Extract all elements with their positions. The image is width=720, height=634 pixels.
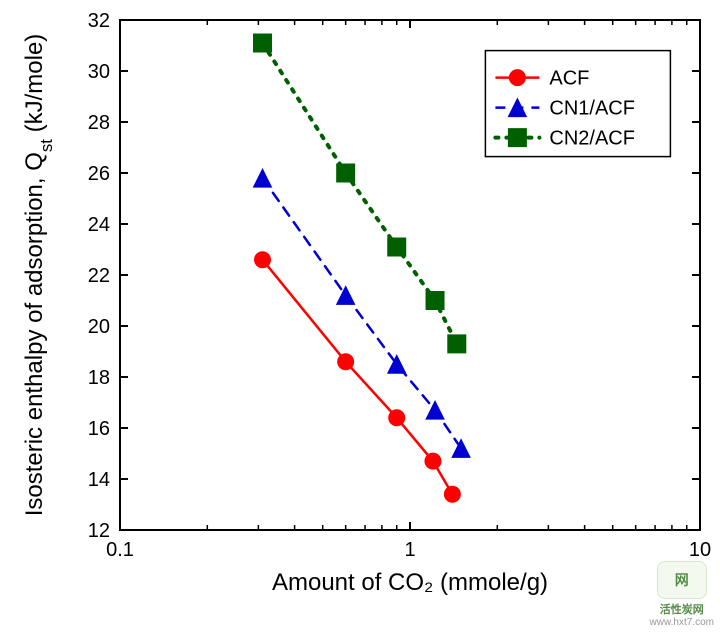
legend-label: CN2/ACF [549, 128, 635, 150]
x-tick-label: 10 [689, 539, 711, 561]
series-marker-CN2_ACF [448, 335, 466, 353]
series-marker-ACF [389, 410, 405, 426]
legend-swatch-marker [509, 70, 525, 86]
y-tick-label: 16 [88, 418, 110, 440]
y-tick-label: 12 [88, 520, 110, 542]
x-tick-label: 0.1 [106, 539, 134, 561]
y-tick-label: 30 [88, 61, 110, 83]
x-axis-label: Amount of CO₂ (mmole/g) [272, 569, 548, 596]
y-tick-label: 14 [88, 469, 110, 491]
series-marker-CN2_ACF [426, 292, 444, 310]
series-marker-CN2_ACF [388, 238, 406, 256]
series-marker-ACF [425, 453, 441, 469]
series-marker-CN2_ACF [337, 164, 355, 182]
y-tick-label: 18 [88, 367, 110, 389]
series-marker-CN2_ACF [253, 34, 271, 52]
y-tick-label: 20 [88, 316, 110, 338]
y-tick-label: 22 [88, 265, 110, 287]
y-tick-label: 32 [88, 10, 110, 32]
series-marker-ACF [444, 486, 460, 502]
series-marker-ACF [254, 252, 270, 268]
series-marker-ACF [338, 354, 354, 370]
y-tick-label: 24 [88, 214, 110, 236]
y-tick-label: 28 [88, 112, 110, 134]
chart-svg: 0.1 1 10 12 14 16 18 20 22 24 26 28 30 32 Amount of CO… [0, 0, 720, 634]
legend-label: CN1/ACF [549, 98, 635, 120]
legend-label: ACF [549, 68, 589, 90]
legend-swatch-marker [508, 129, 526, 147]
chart-container: 0.1 1 10 12 14 16 18 20 22 24 26 28 30 32 Amount of CO… [0, 0, 720, 634]
y-tick-label: 26 [88, 163, 110, 185]
x-tick-label: 1 [404, 539, 415, 561]
